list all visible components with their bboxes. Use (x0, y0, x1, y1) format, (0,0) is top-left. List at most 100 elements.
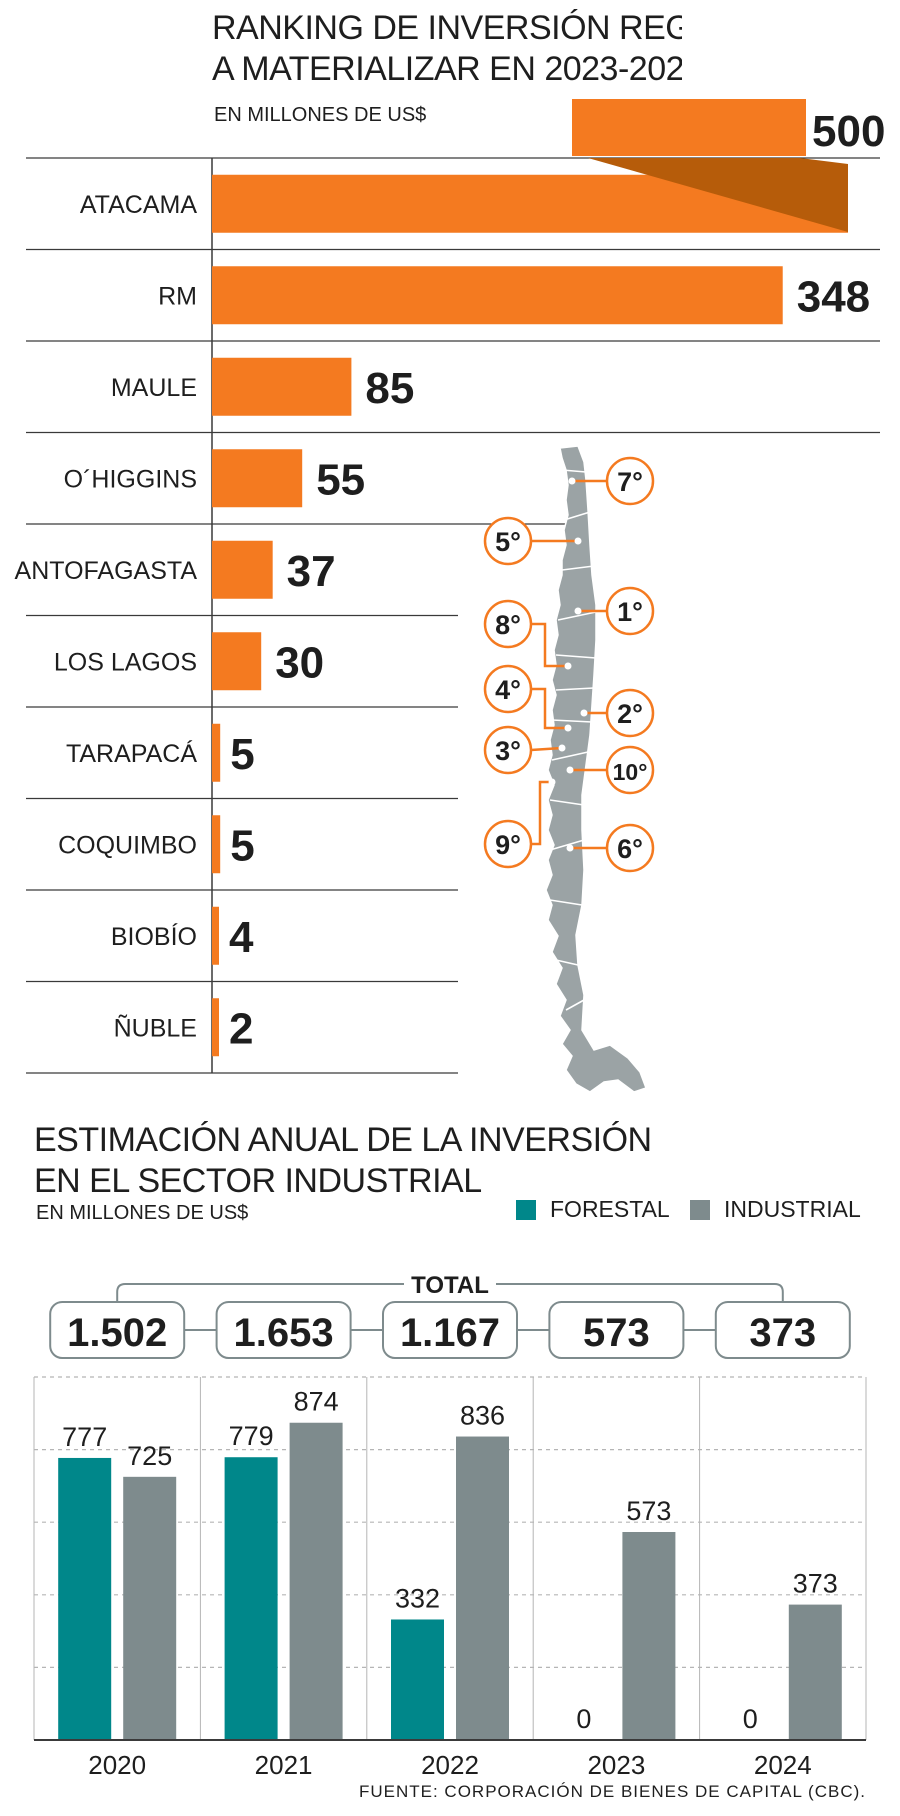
bar (212, 632, 262, 691)
total-box (215, 1301, 352, 1359)
map-marker-dot (564, 724, 572, 732)
total-label-bg (404, 1270, 496, 1298)
chart1-title-line1: RANKING DE INVERSIÓN REGION (212, 9, 682, 47)
chart1-subtitle: EN MILLONES DE US$ (214, 104, 427, 126)
bar (212, 723, 221, 782)
bar (212, 998, 219, 1057)
category-label: O´HIGGINS (64, 465, 197, 493)
bar-value-label: 37 (287, 547, 336, 596)
map-marker-badge (483, 725, 533, 775)
map-region-borders (549, 469, 597, 1011)
map-marker-dot (574, 607, 582, 615)
total-box (548, 1301, 685, 1359)
map-marker-badge (605, 688, 655, 738)
map-marker-label: 1° (617, 597, 643, 627)
x-tick-label: 2020 (88, 1750, 146, 1780)
total-value: 1.502 (67, 1311, 167, 1355)
category-label: TARAPACÁ (66, 739, 197, 768)
chart2-title: ESTIMACIÓN ANUAL DE LA INVERSIÓN EN EL S… (34, 1120, 652, 1202)
chile-map: 7° 5° 1° 8° 4° 2° 3° 10° 9° 6° (483, 445, 655, 1093)
map-marker-label: 8° (495, 610, 521, 640)
chart2-title-line2: EN EL SECTOR INDUSTRIAL (34, 1162, 482, 1200)
map-marker-dot (580, 709, 588, 717)
bar-forestal (224, 1457, 278, 1740)
category-label: RM (158, 282, 197, 310)
map-marker-dot (564, 662, 572, 670)
bar-value-label: 5 (230, 821, 254, 870)
map-marker-badge (605, 586, 655, 636)
map-marker-badge (483, 599, 533, 649)
x-tick-label: 2022 (421, 1750, 479, 1780)
legend-forestal: FORESTAL (516, 1196, 670, 1223)
bar (212, 815, 221, 874)
map-marker-dot (566, 766, 574, 774)
map-marker-label: 4° (495, 675, 521, 705)
bar-break-connector (588, 158, 848, 232)
bar-value-label: 500 (812, 107, 885, 156)
map-marker-label: 7° (617, 467, 643, 497)
bar-industrial (456, 1436, 509, 1740)
map-marker-leader (531, 622, 568, 668)
bar-value-label: 779 (229, 1421, 274, 1451)
x-tick-label: 2024 (754, 1750, 812, 1780)
x-tick-label: 2023 (587, 1750, 645, 1780)
map-marker-leader (530, 746, 563, 752)
bar-value-label: 348 (797, 272, 870, 321)
total-box (382, 1301, 518, 1359)
category-label: BIOBÍO (111, 922, 197, 951)
bar (212, 540, 273, 599)
legend-industrial-label: INDUSTRIAL (724, 1196, 861, 1222)
total-box (714, 1301, 851, 1359)
chart2-title-line1: ESTIMACIÓN ANUAL DE LA INVERSIÓN (34, 1121, 652, 1159)
bar-callout (572, 99, 806, 156)
map-marker-label: 5° (495, 527, 521, 557)
map-marker-dot (566, 844, 574, 852)
map-marker-label: 9° (495, 830, 521, 860)
legend-forestal-swatch (516, 1199, 536, 1220)
bar-value-label: 874 (294, 1387, 339, 1417)
map-marker-dot (574, 537, 582, 545)
category-label: ATACAMA (80, 191, 197, 219)
x-tick-label: 2021 (255, 1750, 313, 1780)
bar (212, 906, 219, 965)
total-value: 373 (749, 1311, 816, 1355)
bar-industrial (123, 1476, 177, 1740)
bar (212, 266, 783, 325)
category-label: LOS LAGOS (54, 648, 197, 676)
bar-value-label: 5 (230, 730, 254, 779)
bar-value-label: 85 (365, 364, 414, 413)
bar-value-label: 573 (626, 1496, 671, 1526)
total-value: 1.653 (234, 1311, 334, 1355)
bar-value-label: 0 (576, 1704, 591, 1734)
bar-value-label: 4 (229, 913, 254, 962)
total-value: 1.167 (400, 1311, 500, 1355)
map-marker-badge (605, 745, 655, 795)
total-label: TOTAL (411, 1272, 489, 1299)
bar-value-label: 2 (229, 1004, 253, 1053)
map-marker-leader (531, 687, 568, 730)
bar-value-label: 0 (743, 1704, 758, 1734)
legend-industrial: INDUSTRIAL (690, 1196, 861, 1223)
bar-forestal (391, 1619, 444, 1740)
map-marker-label: 6° (617, 834, 643, 864)
bar-industrial (622, 1532, 676, 1740)
bar-value-label: 55 (316, 455, 365, 504)
total-box (49, 1301, 186, 1359)
map-marker-badge (605, 456, 655, 506)
map-marker-badge (483, 819, 533, 869)
chart1-title: RANKING DE INVERSIÓN REGION A MATERIALIZ… (212, 8, 682, 90)
map-marker-dot (548, 778, 556, 786)
bar-forestal (58, 1457, 112, 1740)
bar-value-label: 332 (395, 1583, 440, 1613)
legend-industrial-swatch (690, 1199, 710, 1220)
category-label: COQUIMBO (58, 831, 197, 859)
chart2-subtitle: EN MILLONES DE US$ (36, 1202, 249, 1224)
map-marker-badge (605, 823, 655, 873)
bar-industrial (289, 1422, 343, 1740)
bar-value-label: 777 (62, 1422, 107, 1452)
bar-value-label: 725 (127, 1441, 172, 1471)
source-note: FUENTE: CORPORACIÓN DE BIENES DE CAPITAL… (358, 1782, 866, 1801)
bar-industrial (788, 1604, 842, 1740)
category-label: ANTOFAGASTA (15, 557, 198, 585)
